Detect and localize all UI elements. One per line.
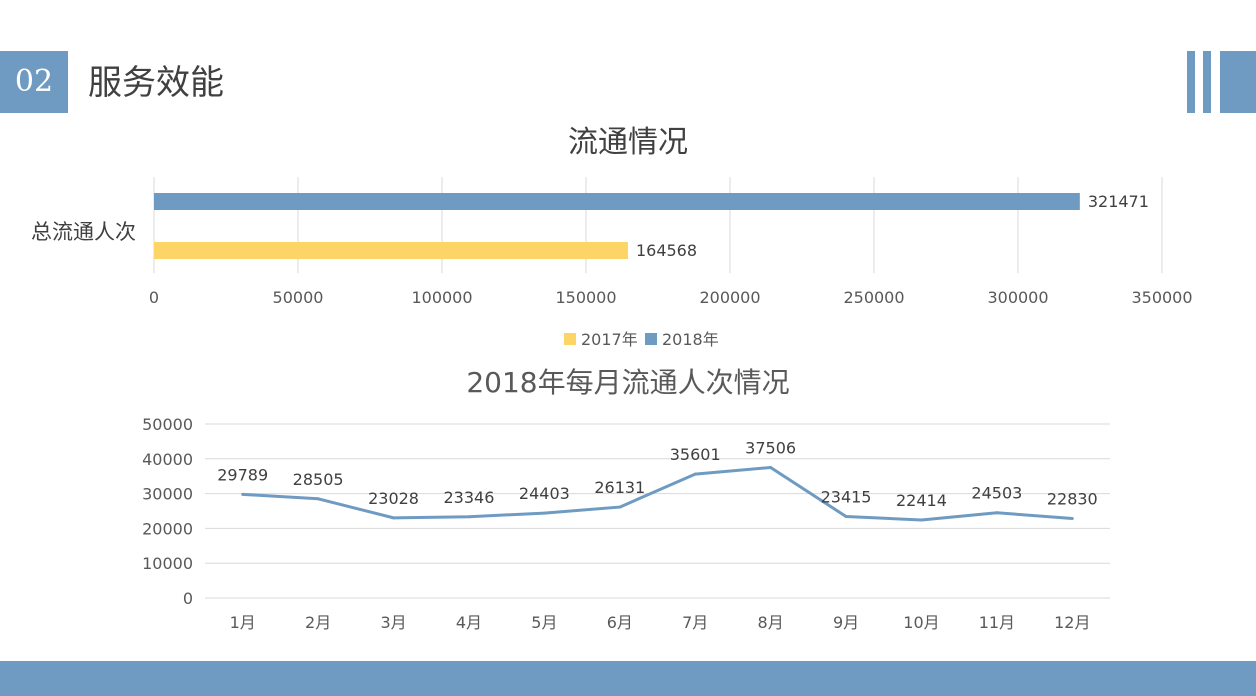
- x-tick-label: 12月: [1054, 613, 1090, 632]
- chart-title: 流通情况: [568, 125, 688, 160]
- x-tick-label: 350000: [1131, 288, 1192, 307]
- legend-swatch-2018: [645, 333, 657, 345]
- footer-bar: [0, 661, 1256, 696]
- data-point: [467, 515, 471, 519]
- x-tick-label: 2月: [305, 613, 331, 632]
- data-label: 23346: [444, 488, 495, 507]
- data-point: [241, 492, 245, 496]
- x-tick-label: 250000: [843, 288, 904, 307]
- legend-swatch-2017: [564, 333, 576, 345]
- x-tick-label: 11月: [979, 613, 1015, 632]
- y-tick-label: 20000: [142, 519, 193, 538]
- x-tick-label: 100000: [411, 288, 472, 307]
- chart-title: 2018年每月流通人次情况: [466, 366, 789, 399]
- data-label: 22830: [1047, 490, 1098, 509]
- data-label: 24503: [971, 484, 1022, 503]
- data-label: 35601: [670, 445, 721, 464]
- legend-label-2018: 2018年: [662, 330, 719, 349]
- series-line: [242, 465, 1073, 522]
- y-tick-label: 0: [183, 589, 193, 608]
- x-tick-label: 10月: [903, 613, 939, 632]
- data-point: [542, 511, 546, 515]
- data-point: [392, 516, 396, 520]
- bar-2017: [154, 242, 628, 259]
- x-tick-label: 50000: [273, 288, 324, 307]
- x-tick-label: 200000: [699, 288, 760, 307]
- decor-bar-2: [1203, 51, 1211, 113]
- section-number-badge: 02: [0, 51, 68, 113]
- data-point: [919, 518, 923, 522]
- x-tick-label: 8月: [758, 613, 784, 632]
- data-point: [1070, 517, 1074, 521]
- data-point: [769, 465, 773, 469]
- data-label-2018: 321471: [1088, 192, 1149, 211]
- x-tick-label: 3月: [380, 613, 406, 632]
- legend-label-2017: 2017年: [581, 330, 638, 349]
- decor-bar-1: [1187, 51, 1195, 113]
- y-tick-label: 50000: [142, 415, 193, 434]
- x-tick-label: 7月: [682, 613, 708, 632]
- bar-2018: [154, 193, 1080, 210]
- data-point: [316, 497, 320, 501]
- y-tick-label: 40000: [142, 450, 193, 469]
- x-tick-label: 5月: [531, 613, 557, 632]
- data-point: [995, 511, 999, 515]
- x-tick-label: 0: [149, 288, 159, 307]
- data-point: [844, 515, 848, 519]
- data-label: 29789: [217, 465, 268, 484]
- data-label: 37506: [745, 438, 796, 457]
- data-label: 22414: [896, 491, 947, 510]
- x-tick-label: 300000: [987, 288, 1048, 307]
- decor-bar-3: [1220, 51, 1256, 113]
- x-tick-label: 1月: [230, 613, 256, 632]
- data-point: [618, 505, 622, 509]
- data-point: [693, 472, 697, 476]
- x-tick-label: 150000: [555, 288, 616, 307]
- data-label: 23415: [821, 488, 872, 507]
- data-label: 23028: [368, 489, 419, 508]
- data-label-2017: 164568: [636, 241, 697, 260]
- data-label: 24403: [519, 484, 570, 503]
- x-tick-label: 6月: [607, 613, 633, 632]
- y-tick-label: 30000: [142, 485, 193, 504]
- x-tick-label: 9月: [833, 613, 859, 632]
- bar-chart-circulation: 流通情况 0 50000 100000 150000 200000 250000 300000…: [31, 125, 1193, 349]
- x-tick-label: 4月: [456, 613, 482, 632]
- y-tick-label: 10000: [142, 554, 193, 573]
- data-label: 26131: [594, 478, 645, 497]
- category-label: 总流通人次: [31, 220, 136, 244]
- data-label: 28505: [293, 470, 344, 489]
- section-title: 服务效能: [88, 63, 224, 103]
